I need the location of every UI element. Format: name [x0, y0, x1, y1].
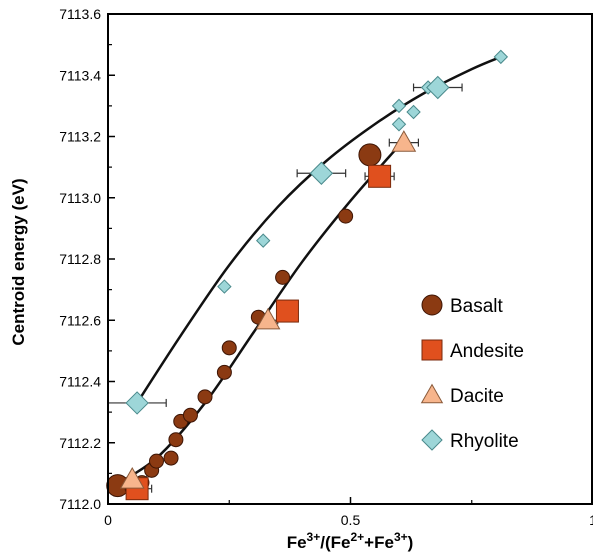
rhyolite-point: [391, 117, 407, 132]
legend-rhyolite-marker: [421, 429, 443, 451]
legend-basalt-marker: [421, 294, 443, 316]
andesite-point: [275, 299, 299, 323]
x-tick-label: 0: [104, 512, 112, 528]
legend-andesite-label: Andesite: [450, 341, 524, 362]
rhyolite-point: [391, 98, 407, 114]
legend-dacite-label: Dacite: [450, 386, 504, 407]
y-tick-label: 7112.6: [59, 312, 101, 328]
basalt-point: [338, 208, 354, 224]
basalt-point: [358, 143, 382, 167]
basalt-point: [168, 432, 184, 448]
fit-curves: [107, 55, 502, 490]
axis-ticks: 7112.0 7112.2 7112.4 7112.6 7112.8 7113.0 7113…: [59, 6, 593, 528]
y-tick-label: 7112.0: [59, 496, 101, 512]
y-tick-label: 7113.2: [59, 129, 101, 145]
legend-dacite-marker: [420, 383, 444, 404]
y-tick-label: 7113.6: [59, 6, 101, 22]
basalt-point: [275, 269, 291, 285]
rhyolite-point: [493, 49, 509, 65]
basalt-point: [149, 453, 164, 469]
x-tick-label: 1: [589, 512, 593, 528]
y-tick-label: 7112.2: [59, 435, 101, 451]
x-tick-label: 0.5: [341, 512, 361, 528]
legend-basalt-label: Basalt: [450, 296, 504, 317]
rhyolite-point: [426, 75, 450, 100]
dacite-point: [255, 307, 281, 330]
rhyolite-point: [255, 233, 271, 248]
dacite-point: [391, 130, 417, 152]
y-tick-label: 7112.4: [59, 374, 101, 390]
rhyolite-point: [217, 279, 232, 294]
y-tick-label: 7113.0: [59, 190, 101, 206]
basalt-point: [197, 389, 213, 405]
legend-rhyolite-label: Rhyolite: [450, 431, 519, 452]
basalt-point: [216, 364, 232, 380]
basalt-point: [221, 340, 237, 356]
basalt-point: [182, 407, 198, 423]
rhyolite-point: [125, 391, 149, 415]
y-axis-title: Centroid energy (eV): [9, 178, 28, 345]
data-markers: [106, 49, 509, 501]
basalt-point: [163, 450, 179, 466]
plot-area-frame: [107, 13, 593, 505]
x-axis-title: Fe3+/(Fe2++Fe3+): [287, 530, 414, 552]
andesite-point: [368, 164, 392, 188]
dacite-point: [119, 466, 145, 489]
y-tick-label: 7113.4: [59, 67, 101, 83]
y-tick-label: 7112.8: [59, 251, 101, 267]
fit-curve: [136, 55, 502, 404]
rhyolite-point: [406, 104, 421, 120]
legend-andesite-marker: [421, 339, 443, 361]
legend: Basalt Andesite Dacite Rhyolite: [420, 294, 524, 452]
rhyolite-point: [309, 161, 334, 185]
